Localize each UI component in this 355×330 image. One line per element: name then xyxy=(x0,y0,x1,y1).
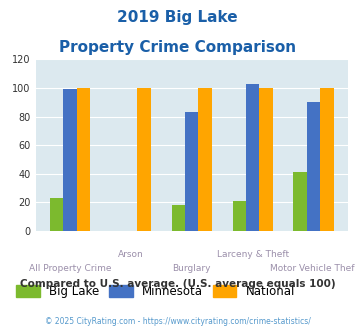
Text: Compared to U.S. average. (U.S. average equals 100): Compared to U.S. average. (U.S. average … xyxy=(20,279,335,289)
Bar xyxy=(320,88,334,231)
Legend: Big Lake, Minnesota, National: Big Lake, Minnesota, National xyxy=(16,285,295,298)
Text: Motor Vehicle Theft: Motor Vehicle Theft xyxy=(269,264,355,273)
Text: Larceny & Theft: Larceny & Theft xyxy=(217,250,289,259)
Bar xyxy=(63,89,77,231)
Text: © 2025 CityRating.com - https://www.cityrating.com/crime-statistics/: © 2025 CityRating.com - https://www.city… xyxy=(45,317,310,326)
Bar xyxy=(77,88,90,231)
Text: All Property Crime: All Property Crime xyxy=(28,264,111,273)
Bar xyxy=(246,84,260,231)
Text: Arson: Arson xyxy=(118,250,144,259)
Text: Property Crime Comparison: Property Crime Comparison xyxy=(59,40,296,54)
Bar xyxy=(185,112,198,231)
Bar xyxy=(294,172,307,231)
Bar xyxy=(171,205,185,231)
Bar xyxy=(50,198,63,231)
Text: 2019 Big Lake: 2019 Big Lake xyxy=(117,10,238,25)
Bar xyxy=(233,201,246,231)
Bar xyxy=(260,88,273,231)
Text: Burglary: Burglary xyxy=(173,264,211,273)
Bar xyxy=(198,88,212,231)
Bar xyxy=(307,102,320,231)
Bar xyxy=(137,88,151,231)
